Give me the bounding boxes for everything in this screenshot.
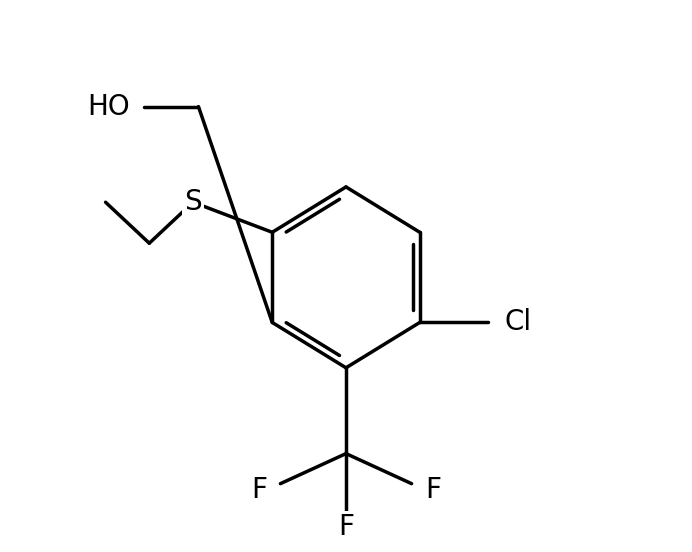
Text: HO: HO xyxy=(87,93,130,120)
Text: F: F xyxy=(251,476,266,504)
Text: F: F xyxy=(338,513,354,542)
Text: F: F xyxy=(426,476,441,504)
Text: Cl: Cl xyxy=(504,309,531,337)
Text: S: S xyxy=(184,188,202,216)
